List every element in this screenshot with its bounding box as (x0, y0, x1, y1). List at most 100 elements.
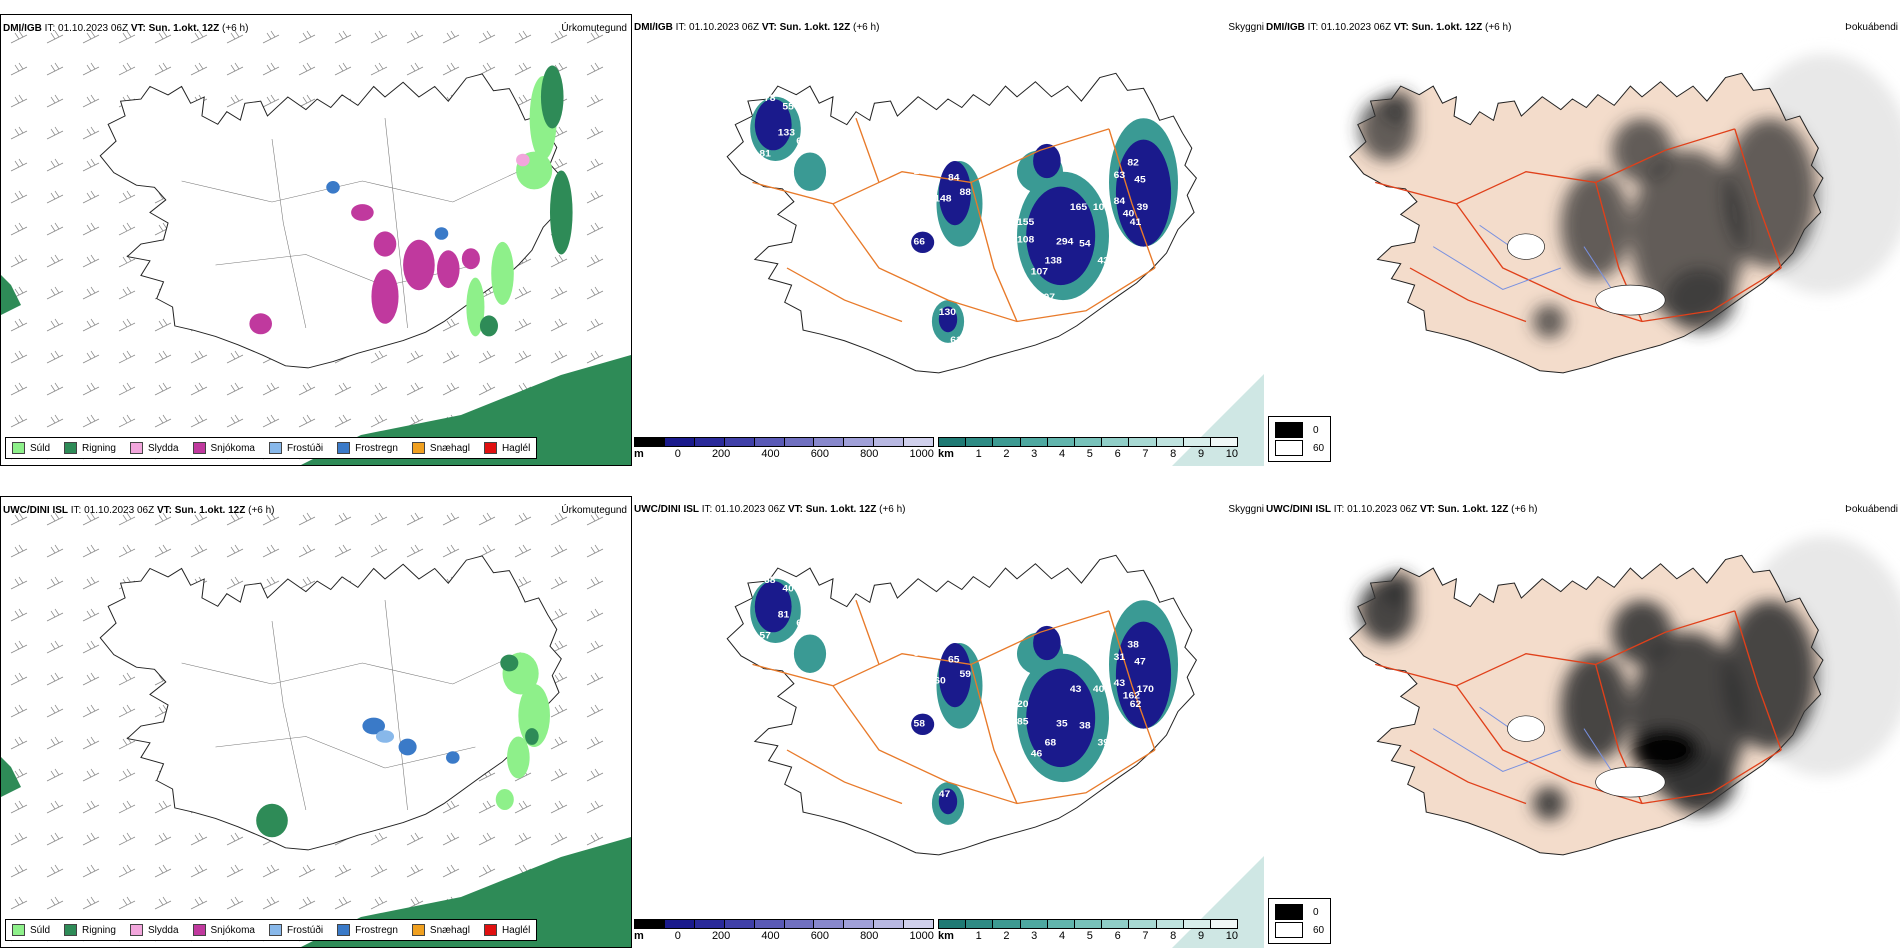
legend-label: Rigning (82, 442, 116, 454)
visibility-value: 48 (1001, 689, 1013, 700)
scale-cell (966, 920, 994, 928)
scale-tick: 9 (1197, 930, 1205, 942)
visibility-value: 20 (1017, 699, 1029, 710)
scale-unit: km (938, 448, 954, 460)
legend-item-haglel: Haglél (483, 924, 530, 936)
scale-tick: 7 (1142, 448, 1149, 460)
visibility-value: 88 (960, 188, 972, 199)
visibility-value: 107 (1031, 267, 1049, 278)
legend-swatch (483, 442, 497, 454)
cloud-base-area (938, 161, 971, 226)
legend-label: Snjókoma (210, 442, 255, 454)
fog-map (1348, 54, 1900, 374)
fog-legend: 0 60 (1268, 898, 1332, 944)
rain-area (1, 757, 21, 797)
visibility-value: 103 (1093, 203, 1111, 214)
fog-swatch (1275, 922, 1303, 938)
scale-cell (966, 438, 994, 446)
scale-cell (814, 438, 845, 446)
scale-cell (635, 438, 665, 446)
scale-tick: 800 (860, 448, 879, 460)
scale-tick: 2 (1003, 448, 1010, 460)
scale-ticks: km 1 2 3 4 5 6 7 8 9 10 (938, 930, 1238, 942)
visibility-value: 40 (782, 584, 794, 595)
fog-legend-row: 60 (1275, 921, 1324, 939)
visibility-value: 54 (1079, 239, 1091, 250)
snow-area (373, 231, 397, 257)
scale-tick: 600 (810, 448, 830, 460)
low-visibility-area (793, 152, 827, 191)
scale-cell (1156, 920, 1184, 928)
scale-tick: 7 (1142, 930, 1149, 942)
cloud-base-area (938, 306, 958, 333)
visibility-value: 45 (1134, 175, 1146, 186)
visibility-value: 38 (1127, 640, 1139, 651)
panel-title: Úrkomutegund (561, 505, 627, 516)
fog-value: 60 (1313, 924, 1325, 936)
visibility-value: 57 (759, 631, 771, 642)
scale-cell (1074, 920, 1103, 928)
precip-map (1, 30, 631, 465)
fog-shading (1358, 90, 1816, 339)
fog-shading (1358, 572, 1816, 821)
freezing-rain-area (398, 738, 417, 756)
scale-cells (938, 919, 1238, 929)
freezing-rain-area (434, 227, 449, 240)
valid-time-value: Sun. 1.okt. 12Z (174, 505, 246, 516)
init-time-label: IT: (1307, 22, 1319, 33)
scale-cell (664, 438, 695, 446)
legend-item-snaehagl: Snæhagl (411, 924, 470, 936)
scale-tick: 1 (975, 448, 982, 460)
glacier (1595, 766, 1666, 798)
legend-label: Súld (30, 924, 51, 936)
valid-time-value: Sun. 1.okt. 12Z (148, 23, 220, 34)
visibility-value: 85 (1017, 717, 1029, 728)
scale-cell (814, 920, 845, 928)
visibility-value: 81 (778, 610, 790, 621)
visibility-value: 72 (1052, 132, 1064, 143)
visibility-value: 108 (1017, 235, 1035, 246)
scale-cell (904, 920, 934, 928)
precip-panel-uwc: UWC/DINI ISL IT: 01.10.2023 06Z VT: Sun.… (0, 496, 632, 948)
visibility-value: 84 (948, 173, 960, 184)
model-name: DMI/IGB (634, 22, 673, 33)
visibility-value: 81 (759, 149, 771, 160)
snow-area (371, 269, 399, 324)
legend-item-snjokoma: Snjókoma (192, 924, 255, 936)
scale-tick: 8 (1170, 448, 1177, 460)
legend-label: Snjókoma (210, 924, 255, 936)
precip-panel-dmi: DMI/IGB IT: 01.10.2023 06Z VT: Sun. 1.ok… (0, 14, 632, 466)
visibility-value: 165 (1070, 203, 1088, 214)
init-time-value: 01.10.2023 06Z (715, 504, 786, 515)
panel-title: Úrkomutegund (561, 23, 627, 34)
scale-tick: 1000 (909, 930, 934, 942)
model-name: DMI/IGB (1266, 22, 1305, 33)
scale-tick: 0 (674, 930, 681, 942)
legend-label: Snæhagl (429, 442, 470, 454)
scale-ticks: m 0 200 400 600 800 1000 (634, 448, 934, 460)
fog-panel-uwc: UWC/DINI ISL IT: 01.10.2023 06Z VT: Sun.… (1264, 496, 1900, 948)
legend-label: Slydda (147, 442, 179, 454)
drizzle-area (518, 684, 550, 747)
scale-cell (1102, 920, 1130, 928)
scale-tick: 200 (711, 930, 731, 942)
scale-cell (1074, 438, 1103, 446)
cloud-base-area (938, 643, 971, 708)
scale-cell (1020, 920, 1048, 928)
legend-swatch (337, 442, 351, 454)
visibility-value: 55 (782, 102, 794, 113)
panel-title: Þokuábendi (1845, 504, 1898, 515)
scale-unit: m (634, 448, 644, 460)
legend-label: Frostregn (355, 442, 398, 454)
scale-cell (784, 920, 815, 928)
scale-cell (784, 438, 815, 446)
scale-tick: 6 (1114, 448, 1121, 460)
scale-tick: 200 (711, 448, 731, 460)
scale-tick: 0 (674, 448, 681, 460)
scale-cell (635, 920, 665, 928)
scale-cell (1210, 438, 1238, 446)
legend-item-suld: Súld (12, 924, 50, 936)
scale-tick: 400 (761, 448, 780, 460)
visibility-value: 61 (796, 136, 808, 147)
